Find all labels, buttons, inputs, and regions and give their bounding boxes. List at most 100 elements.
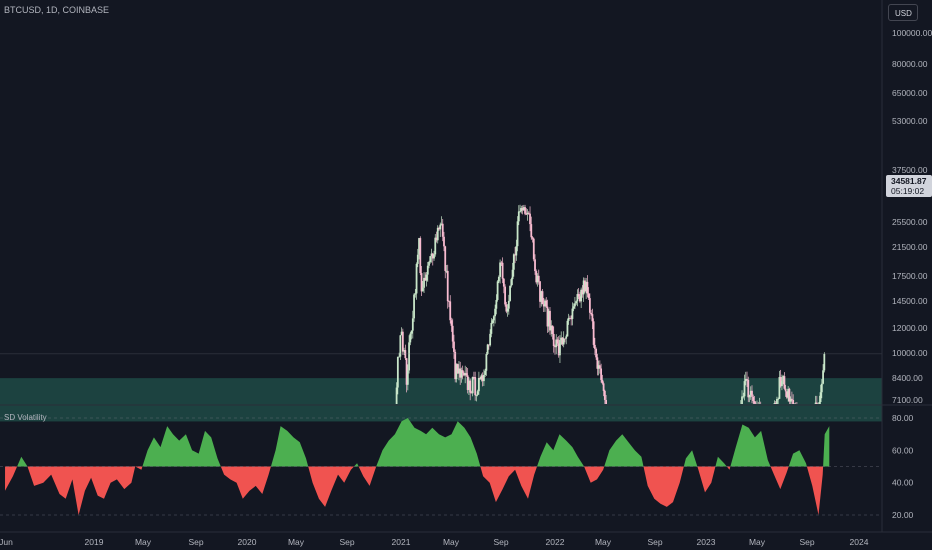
time-tick-label: 2024 [850, 537, 869, 547]
price-tick-label: 37500.00 [892, 165, 928, 175]
price-candle [742, 392, 745, 399]
price-candle [429, 256, 432, 264]
price-candle [460, 367, 463, 383]
price-candle [576, 289, 579, 307]
time-tick-label: 2019 [85, 537, 104, 547]
price-candle [788, 387, 791, 404]
price-candle [484, 368, 487, 378]
price-candle [819, 384, 822, 404]
price-candle [566, 318, 569, 337]
price-candle [509, 285, 511, 302]
price-candle [409, 332, 412, 346]
price-candle [491, 318, 494, 324]
price-candle [524, 204, 526, 216]
price-candle [475, 394, 478, 402]
price-candle [786, 391, 788, 400]
price-candle [535, 269, 538, 285]
price-candle [552, 326, 555, 353]
price-candle [744, 371, 747, 386]
price-candle [492, 314, 495, 327]
price-tick-label: 100000.00 [892, 28, 932, 38]
price-candle [424, 272, 427, 281]
volatility-area-up [5, 418, 830, 467]
volatility-area-down [5, 466, 830, 515]
price-candle [504, 284, 506, 307]
price-candle [605, 395, 607, 404]
price-candle [773, 400, 776, 404]
price-candle [748, 394, 751, 403]
price-candle [448, 300, 450, 308]
price-candle [490, 318, 493, 338]
price-candle [534, 254, 536, 275]
price-candle [787, 386, 790, 402]
price-candle [583, 277, 586, 293]
price-candle [550, 320, 553, 337]
price-candle [445, 264, 448, 274]
price-candle [428, 260, 430, 269]
price-candle [433, 250, 435, 261]
price-candle [549, 307, 551, 335]
price-candle [560, 331, 563, 345]
price-candle [592, 318, 595, 348]
price-candle [501, 257, 504, 284]
price-candle [455, 363, 458, 383]
price-candle [556, 337, 559, 346]
price-candle [517, 205, 520, 226]
price-candle [570, 315, 573, 326]
price-candle [575, 300, 578, 306]
volatility-tick-label: 80.00 [892, 413, 914, 423]
price-candle [495, 294, 498, 315]
price-candle [554, 344, 556, 355]
price-candle [818, 395, 821, 404]
price-candle [405, 358, 408, 393]
price-candle [569, 315, 571, 319]
price-candle [413, 293, 415, 322]
price-candle [474, 371, 477, 401]
last-price-label: 34581.87 05:19:02 [886, 175, 932, 197]
price-candle [778, 370, 781, 400]
price-candle [586, 275, 589, 298]
price-candle [478, 371, 480, 395]
price-candle [814, 395, 817, 404]
time-tick-label: Sep [188, 537, 203, 547]
price-candle [521, 205, 524, 215]
price-candle [403, 347, 405, 356]
price-candle [401, 328, 404, 355]
time-tick-label: Sep [493, 537, 508, 547]
price-candle [512, 253, 515, 277]
price-candle [774, 401, 777, 404]
price-candle [590, 309, 593, 316]
price-candle [415, 262, 418, 300]
volatility-tick-label: 40.00 [892, 478, 914, 488]
price-tick-label: 10000.00 [892, 348, 928, 358]
last-price-value: 34581.87 [891, 176, 927, 186]
price-candle [414, 289, 417, 298]
price-candle [502, 278, 505, 294]
price-candle [479, 376, 482, 380]
price-candle [815, 395, 818, 404]
price-candle [746, 371, 748, 388]
price-candle [431, 252, 434, 266]
indicator-title[interactable]: SD Volatility [4, 413, 47, 422]
currency-button[interactable]: USD [888, 4, 918, 21]
price-candle [410, 330, 413, 340]
price-tick-label: 14500.00 [892, 296, 928, 306]
price-candle [597, 360, 600, 376]
price-candle [440, 216, 443, 226]
price-candle [468, 376, 470, 396]
price-candle [451, 318, 454, 349]
price-candle [545, 297, 548, 308]
price-candle [555, 334, 558, 355]
price-candle [459, 361, 462, 385]
price-candle [506, 304, 509, 317]
price-candle [579, 291, 581, 303]
price-candle [536, 273, 539, 287]
volatility-tick-label: 20.00 [892, 510, 914, 520]
price-candle [601, 374, 604, 385]
candle-countdown: 05:19:02 [891, 186, 925, 196]
price-candle [416, 248, 419, 268]
price-candle [585, 278, 588, 299]
time-tick-label: Sep [799, 537, 814, 547]
price-candle [423, 272, 425, 293]
